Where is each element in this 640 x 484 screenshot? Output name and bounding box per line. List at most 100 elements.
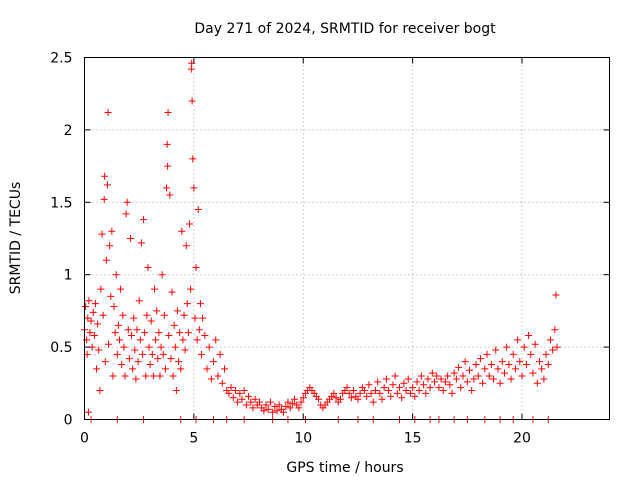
data-point	[518, 372, 526, 380]
data-point	[135, 297, 143, 305]
data-point	[154, 355, 162, 363]
data-point	[531, 340, 539, 348]
data-point	[256, 398, 263, 406]
data-point	[84, 314, 92, 322]
data-point	[137, 239, 145, 247]
data-point	[516, 358, 524, 366]
data-point	[176, 329, 184, 337]
data-point	[367, 389, 375, 397]
data-point	[527, 350, 535, 358]
data-point	[455, 363, 463, 371]
data-point	[234, 398, 242, 406]
data-point	[494, 365, 502, 373]
data-point	[266, 398, 274, 406]
data-point	[247, 398, 255, 406]
data-point	[149, 372, 157, 380]
data-point	[474, 372, 482, 380]
data-point	[472, 360, 480, 368]
data-point	[404, 375, 412, 383]
data-point	[164, 162, 172, 170]
data-point	[288, 400, 296, 408]
data-point	[422, 389, 430, 397]
data-point	[160, 311, 168, 319]
data-point	[485, 372, 493, 380]
data-point	[461, 358, 469, 366]
data-point	[396, 384, 403, 392]
data-point	[181, 346, 189, 354]
data-point	[120, 343, 128, 351]
data-point	[552, 291, 560, 299]
data-point	[163, 140, 171, 148]
data-point	[114, 321, 122, 329]
data-point	[157, 343, 165, 351]
data-point	[361, 387, 368, 395]
data-point	[463, 378, 471, 386]
data-point	[236, 389, 244, 397]
data-point	[210, 358, 218, 366]
data-point	[163, 184, 171, 192]
data-point	[424, 375, 432, 383]
data-point	[363, 392, 371, 400]
data-point	[356, 389, 364, 397]
data-point	[245, 392, 253, 400]
data-point	[199, 314, 207, 322]
data-point	[192, 263, 200, 271]
data-point	[470, 375, 478, 383]
data-point	[415, 387, 423, 395]
data-point	[214, 372, 222, 380]
data-point	[409, 384, 417, 392]
data-point	[138, 350, 146, 358]
data-point	[166, 191, 174, 199]
data-point	[437, 375, 445, 383]
data-point	[487, 360, 495, 368]
y-tick-label: 0	[64, 413, 73, 429]
data-point	[291, 395, 298, 403]
data-point	[201, 332, 209, 340]
data-point	[452, 375, 460, 383]
data-point	[140, 216, 148, 224]
data-point	[113, 350, 121, 358]
data-point	[147, 317, 155, 325]
data-point	[203, 365, 211, 373]
data-point	[183, 300, 191, 308]
data-point	[159, 350, 167, 358]
data-point	[490, 375, 498, 383]
data-point	[251, 395, 259, 403]
data-point	[84, 408, 92, 416]
data-point	[133, 326, 141, 334]
y-tick-label: 2	[64, 123, 73, 139]
data-point	[229, 394, 237, 402]
data-point	[483, 350, 491, 358]
data-point	[94, 320, 102, 328]
data-point	[117, 285, 125, 293]
data-point	[299, 394, 307, 402]
data-point	[158, 271, 166, 279]
data-point	[112, 271, 120, 279]
data-point	[155, 329, 163, 337]
data-point	[330, 389, 338, 397]
data-point	[179, 336, 187, 344]
data-point	[264, 405, 272, 413]
data-point	[444, 372, 452, 380]
data-point	[347, 394, 355, 402]
data-point	[380, 384, 388, 392]
data-point	[529, 369, 537, 377]
data-points	[81, 59, 561, 423]
data-point	[189, 155, 197, 163]
data-point	[119, 311, 127, 319]
data-point	[227, 384, 235, 392]
data-point	[106, 242, 114, 250]
data-point	[118, 360, 126, 368]
data-point	[128, 332, 136, 340]
data-point	[101, 358, 109, 366]
data-point	[501, 369, 508, 377]
data-point	[175, 358, 183, 366]
data-point	[280, 408, 288, 416]
data-point	[156, 372, 164, 380]
x-tick-label: 10	[294, 431, 312, 447]
data-point	[93, 365, 101, 373]
data-point	[426, 384, 434, 392]
data-point	[413, 378, 421, 386]
data-point	[82, 303, 90, 311]
data-point	[90, 332, 98, 340]
